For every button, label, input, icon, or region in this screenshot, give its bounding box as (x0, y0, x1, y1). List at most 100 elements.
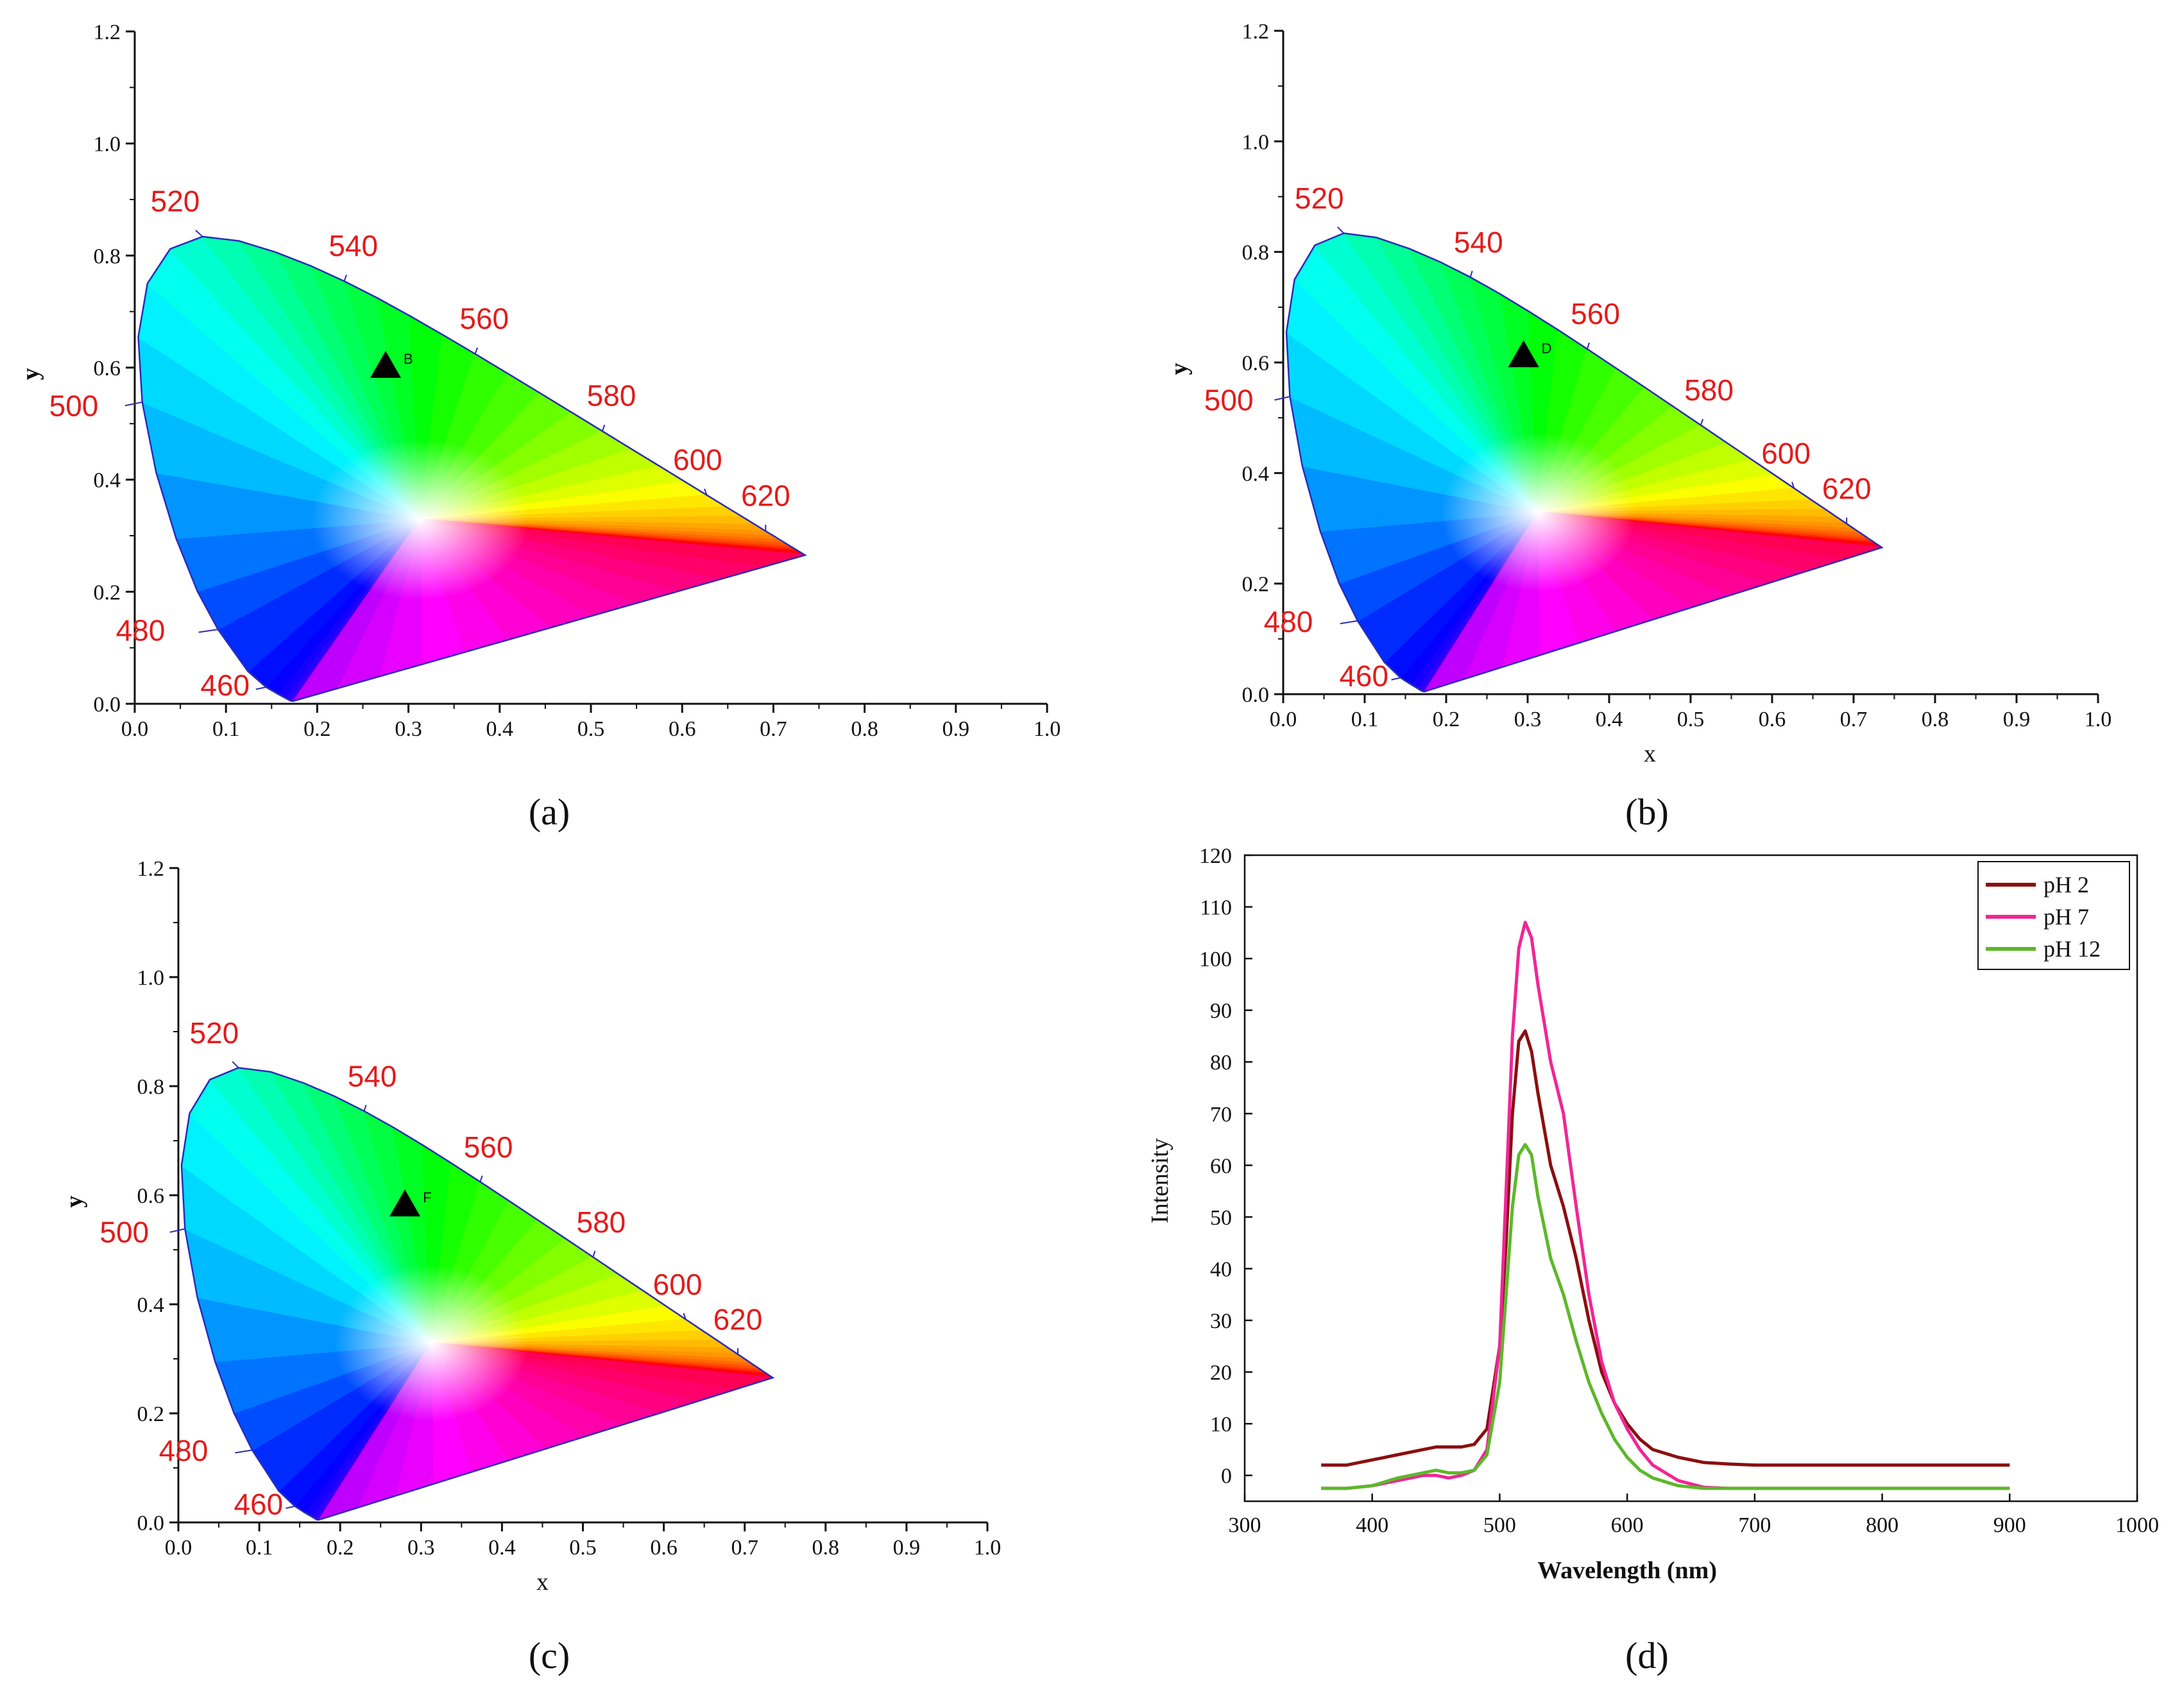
y-tick-label: 1.0 (137, 966, 165, 990)
legend-entry: pH 7 (2043, 904, 2089, 930)
wavelength-tick (704, 488, 708, 496)
y-tick-label: 10 (1210, 1413, 1232, 1436)
wavelength-label: 580 (1684, 373, 1734, 407)
y-axis-label: y (61, 1196, 88, 1208)
x-tick-label: 0.4 (1596, 708, 1623, 731)
y-tick-label: 120 (1199, 844, 1232, 868)
x-tick-label: 0.2 (327, 1536, 354, 1560)
y-tick-label: 110 (1200, 896, 1232, 920)
y-tick-label: 20 (1210, 1361, 1232, 1385)
y-tick-label: 0.8 (1242, 241, 1270, 265)
x-tick-label: 0.4 (488, 1536, 516, 1560)
x-tick-label: 0.7 (731, 1536, 758, 1560)
wavelength-label: 600 (653, 1268, 703, 1301)
y-tick-label: 1.2 (1242, 20, 1270, 44)
x-tick-label: 900 (1993, 1513, 2026, 1537)
x-tick-label: 0.2 (1433, 708, 1460, 731)
wavelength-tick (479, 1175, 483, 1182)
x-tick-label: 0.6 (1759, 708, 1786, 731)
wavelength-tick (235, 1449, 253, 1454)
x-tick-label: 600 (1611, 1513, 1644, 1537)
y-tick-label: 1.2 (94, 21, 121, 44)
y-tick-label: 0.8 (94, 244, 121, 268)
y-tick-label: 80 (1210, 1051, 1232, 1075)
wavelength-label: 560 (459, 302, 509, 335)
wavelength-tick (232, 1061, 239, 1068)
x-tick-label: 0.6 (669, 717, 696, 741)
x-axis-label: x (536, 1569, 549, 1596)
y-tick-label: 30 (1210, 1309, 1232, 1333)
x-tick-label: 0.4 (486, 717, 514, 741)
wavelength-tick (1791, 482, 1795, 489)
y-tick-label: 1.2 (137, 857, 165, 881)
x-tick-label: 0.8 (1922, 708, 1949, 731)
marker-triangle (370, 351, 402, 378)
wavelength-label: 460 (200, 669, 250, 702)
marker-triangle (1508, 340, 1539, 368)
gamut-fill (181, 1068, 773, 1520)
wavelength-tick (1469, 271, 1473, 278)
wavelength-label: 480 (159, 1434, 209, 1467)
x-tick-label: 1.0 (2085, 708, 2112, 731)
cie-panel-b: 0.0 0.1 0.2 0.3 0.4 0.5 0.6 0.7 0.8 0.9 1.0 0.0 0.2 0… (1166, 20, 2111, 833)
x-tick-label: 800 (1866, 1513, 1898, 1537)
wavelength-label: 600 (1761, 436, 1811, 470)
x-tick-label: 1.0 (974, 1536, 1002, 1560)
wavelength-tick (1586, 342, 1590, 350)
x-tick-label: 0.5 (569, 1536, 597, 1560)
y-tick-label: 0.4 (137, 1293, 165, 1317)
y-tick-label: 40 (1210, 1257, 1232, 1281)
x-tick-label: 0.7 (1840, 708, 1868, 731)
y-axis-label: y (1166, 363, 1193, 375)
wavelength-label: 580 (576, 1205, 626, 1239)
wavelength-label: 460 (234, 1488, 283, 1521)
x-tick-label: 1.0 (1034, 717, 1061, 741)
wavelength-tick (195, 230, 203, 237)
wavelength-label: 520 (1295, 182, 1344, 215)
y-tick-label: 100 (1199, 948, 1232, 971)
spectral-locus-outline (137, 235, 807, 703)
y-tick-label: 0.4 (1242, 462, 1270, 486)
wavelength-tick (683, 1313, 687, 1320)
wavelength-label: 560 (464, 1130, 513, 1164)
x-tick-label: 0.1 (212, 717, 240, 741)
y-tick-label: 90 (1210, 1000, 1232, 1023)
wavelength-label: 500 (99, 1216, 149, 1249)
spectrum-panel-d: 300 400 500 600 700 800 900 1000 0 10 20 30 40 50 60 70… (1147, 844, 2159, 1676)
y-tick-label: 0.6 (137, 1184, 165, 1208)
spectral-locus-outline (180, 1067, 775, 1521)
wavelength-tick (363, 1104, 367, 1112)
legend-entry: pH 12 (2043, 936, 2101, 962)
panel-label: (c) (529, 1635, 570, 1676)
x-tick-label: 500 (1483, 1513, 1516, 1537)
wavelength-tick (286, 1505, 295, 1509)
wavelength-label: 580 (587, 379, 636, 413)
y-tick-label: 0.4 (94, 469, 121, 493)
x-tick-label: 700 (1738, 1513, 1771, 1537)
x-tick-label: 0.1 (246, 1536, 273, 1560)
wavelength-tick (592, 1250, 596, 1257)
wavelength-tick (474, 347, 479, 354)
x-tick-label: 0.8 (812, 1536, 840, 1560)
x-tick-label: 0.7 (760, 717, 787, 741)
wavelength-label: 520 (189, 1016, 239, 1050)
y-tick-label: 1.0 (94, 133, 121, 157)
cie-panel-a: 0.0 0.1 0.2 0.3 0.4 0.5 0.6 0.7 0.8 0.9 1.0 0.0 0.2 0… (17, 21, 1061, 833)
marker-label: D (1542, 340, 1552, 356)
y-tick-label: 60 (1210, 1154, 1232, 1178)
x-tick-label: 0.3 (395, 717, 422, 741)
wavelength-tick (255, 686, 266, 690)
marker-triangle (389, 1189, 421, 1216)
y-tick-label: 0.2 (137, 1402, 165, 1426)
x-tick-label: 0.1 (1351, 708, 1379, 731)
wavelength-label: 520 (151, 185, 200, 218)
x-tick-label: 0.6 (650, 1536, 678, 1560)
x-axis-label: Wavelength (nm) (1537, 1557, 1717, 1584)
panel-label: (d) (1625, 1635, 1669, 1676)
x-tick-label: 0.0 (121, 717, 149, 741)
x-tick-label: 0.3 (1514, 708, 1542, 731)
y-tick-label: 70 (1210, 1103, 1232, 1127)
wavelength-tick (169, 1228, 185, 1233)
x-tick-label: 0.3 (407, 1536, 435, 1560)
